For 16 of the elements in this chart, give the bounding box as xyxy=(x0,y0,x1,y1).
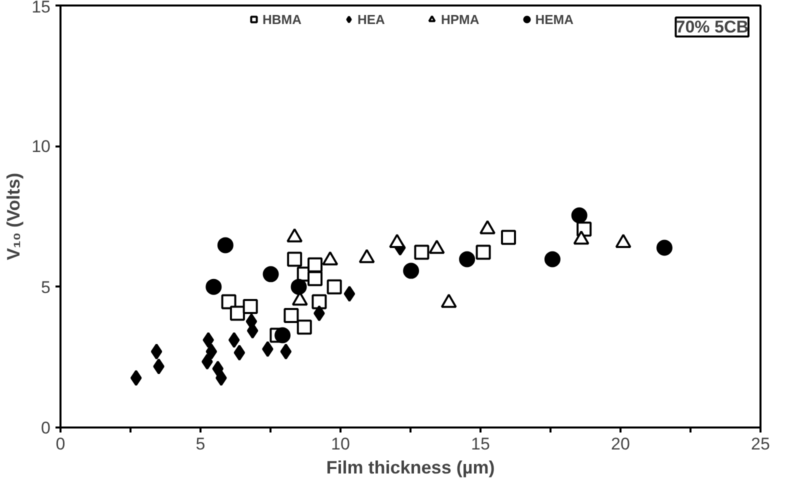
y-axis-title: V₁₀ (Volts) xyxy=(4,172,24,260)
y-tick-label: 0 xyxy=(41,418,51,438)
x-tick-label: 10 xyxy=(331,434,350,454)
legend-label: HPMA xyxy=(440,12,480,26)
x-tick-label: 5 xyxy=(196,434,206,454)
y-tick-label: 5 xyxy=(41,278,51,297)
x-tick-label: 20 xyxy=(611,434,630,454)
legend-label: HEA xyxy=(357,12,385,26)
x-tick-label: 0 xyxy=(56,434,66,454)
x-tick-label: 25 xyxy=(751,434,770,454)
x-axis-title: Film thickness (µm) xyxy=(326,458,495,478)
y-tick-label: 10 xyxy=(32,137,51,156)
legend-label: HEMA xyxy=(535,12,574,26)
x-tick-label: 15 xyxy=(471,434,490,454)
y-tick-label: 15 xyxy=(32,0,51,16)
legend-label: HBMA xyxy=(262,12,302,26)
